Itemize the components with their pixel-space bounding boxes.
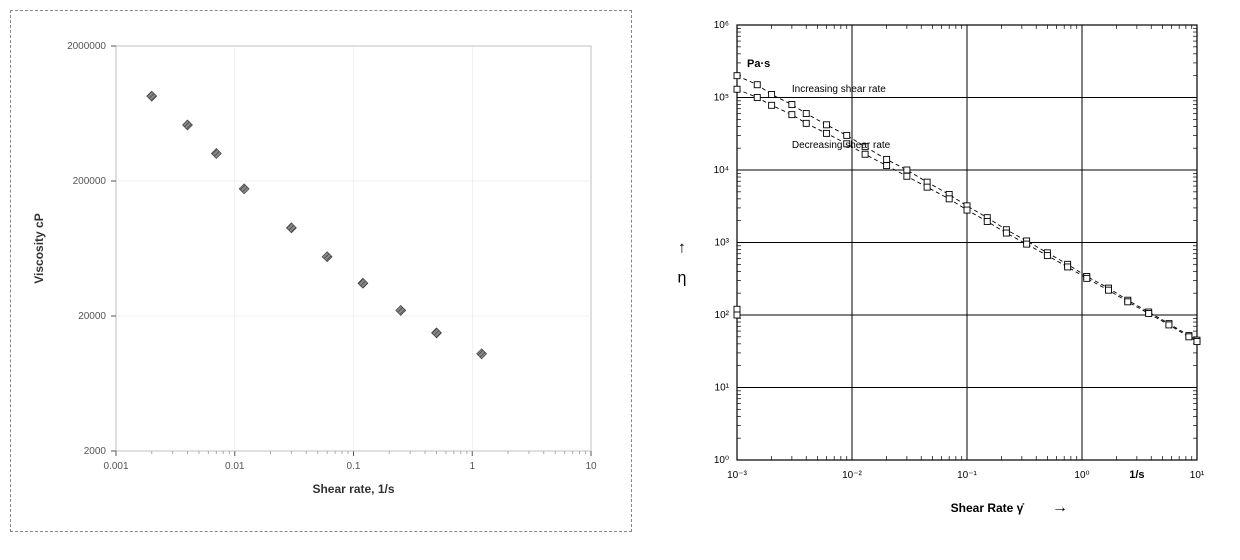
xtick-label: 10¹	[1190, 470, 1205, 481]
data-marker	[862, 151, 868, 157]
left-chart-panel: 0.001 0.01 0.1 1 10 2000 20000 200000 2000000 She…	[10, 10, 632, 532]
data-marker	[904, 167, 910, 173]
data-marker	[754, 82, 760, 88]
outlier-marker	[734, 306, 740, 312]
xtick-label: 10⁻¹	[957, 470, 977, 481]
data-marker	[1194, 339, 1200, 345]
ytick-label: 10³	[715, 238, 730, 249]
ytick-label: 2000000	[67, 41, 106, 52]
x-axis-label: Shear rate, 1/s	[312, 482, 394, 496]
ytick-label: 10⁵	[714, 93, 729, 104]
data-marker	[1146, 310, 1152, 316]
data-marker	[1024, 241, 1030, 247]
data-marker	[964, 207, 970, 213]
right-chart-svg: 10⁻³ 10⁻² 10⁻¹ 10⁰ 10¹ 10⁰ 10¹ 10² 10³ 10⁴ 10⁵ 10⁶ P…	[652, 10, 1212, 530]
ytick-label: 200000	[73, 176, 107, 187]
series-label: Increasing shear rate	[792, 84, 886, 95]
data-marker	[1084, 275, 1090, 281]
data-marker	[1166, 322, 1172, 328]
x-unit-label: 1/s	[1129, 469, 1144, 481]
data-marker	[884, 156, 890, 162]
data-marker	[823, 130, 829, 136]
data-marker	[823, 122, 829, 128]
data-marker	[1125, 299, 1131, 305]
data-marker	[789, 102, 795, 108]
data-marker	[1186, 334, 1192, 340]
ytick-label: 10¹	[715, 383, 730, 394]
data-marker	[789, 112, 795, 118]
data-marker	[884, 163, 890, 169]
y-unit-label: Pa·s	[747, 58, 770, 70]
data-marker	[1044, 253, 1050, 259]
data-marker	[754, 95, 760, 101]
xtick-label: 10⁰	[1074, 470, 1089, 481]
xtick-label: 10⁻²	[842, 470, 862, 481]
data-marker	[1065, 264, 1071, 270]
y-arrow-icon: ↑	[678, 240, 686, 257]
data-marker	[946, 196, 952, 202]
data-marker	[984, 218, 990, 224]
series-label: Decreasing shear rate	[792, 140, 891, 151]
data-marker	[769, 91, 775, 97]
right-chart-panel: 10⁻³ 10⁻² 10⁻¹ 10⁰ 10¹ 10⁰ 10¹ 10² 10³ 10⁴ 10⁵ 10⁶ P…	[652, 10, 1212, 530]
data-marker	[734, 86, 740, 92]
xtick-label: 0.01	[225, 461, 245, 472]
data-marker	[844, 132, 850, 138]
data-marker	[803, 111, 809, 117]
xtick-label: 10	[585, 461, 597, 472]
xtick-label: 10⁻³	[727, 470, 747, 481]
ytick-label: 2000	[84, 446, 107, 457]
data-marker	[803, 120, 809, 126]
y-axis-label: η	[678, 270, 687, 287]
xtick-label: 0.1	[347, 461, 361, 472]
data-marker	[734, 73, 740, 79]
x-axis-label: Shear Rate γ̇	[951, 501, 1025, 515]
y-axis-label: Viscosity cP	[32, 213, 46, 284]
data-marker	[1003, 230, 1009, 236]
ytick-label: 10²	[715, 310, 730, 321]
ytick-label: 20000	[78, 311, 106, 322]
data-marker	[904, 173, 910, 179]
x-arrow-icon: →	[1052, 499, 1068, 516]
ytick-label: 10⁰	[714, 455, 729, 466]
xtick-label: 1	[469, 461, 475, 472]
ytick-label: 10⁶	[714, 20, 729, 31]
ytick-label: 10⁴	[714, 165, 729, 176]
xtick-label: 0.001	[103, 461, 128, 472]
left-chart-svg: 0.001 0.01 0.1 1 10 2000 20000 200000 2000000 She…	[21, 31, 621, 511]
outlier-marker	[734, 312, 740, 318]
data-marker	[1106, 287, 1112, 293]
data-marker	[769, 102, 775, 108]
data-marker	[924, 184, 930, 190]
